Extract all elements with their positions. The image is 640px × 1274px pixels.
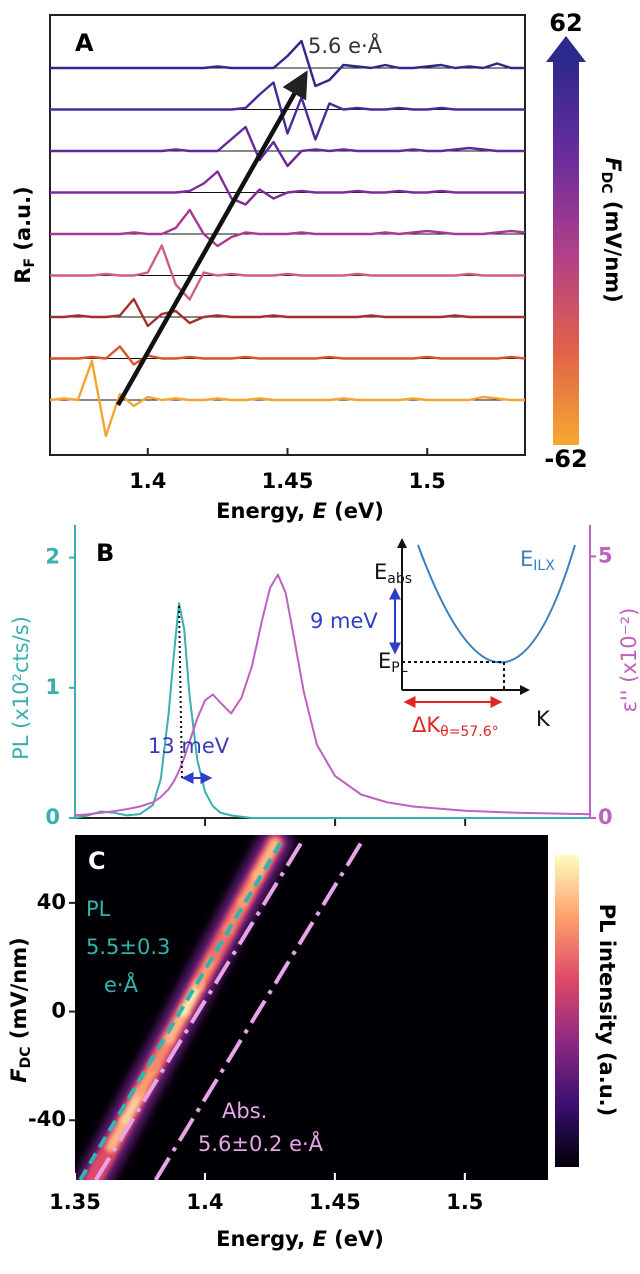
- label-part: (mV/nm): [601, 194, 625, 303]
- heatmap-cell: [88, 1142, 116, 1180]
- label-part: E: [312, 499, 327, 523]
- y-axis-label: FDC (mV/nm): [7, 937, 34, 1082]
- heatmap-background: [75, 835, 548, 1180]
- y-tick-label: 0: [51, 999, 66, 1023]
- dotted-guide: [178, 605, 183, 779]
- shift-arrow: [116, 70, 308, 407]
- spectrum-line: [50, 125, 525, 168]
- y-tick-label: 0: [45, 805, 60, 829]
- x-axis-label: Energy, E (eV): [216, 1227, 384, 1251]
- y-axis-label: PL (x10²cts/s): [9, 616, 33, 760]
- colorbar-min: -62: [544, 445, 587, 473]
- panel-letter: A: [75, 29, 94, 57]
- label-part: F: [22, 258, 38, 268]
- label-part: (a.u.): [11, 186, 35, 258]
- annotation: e·Å: [104, 971, 139, 997]
- x-tick-label: 1.45: [262, 469, 314, 493]
- colorbar-label: FDC (mV/nm): [598, 157, 625, 302]
- colorbar-max: 62: [549, 9, 582, 37]
- x-tick-label: 1.4: [186, 1190, 223, 1214]
- spectrum-line: [50, 39, 525, 88]
- spectrum-line: [50, 297, 525, 328]
- annotation: 5.6±0.2 e·Å: [198, 1130, 324, 1156]
- x-tick-label: 1.5: [446, 1190, 483, 1214]
- y-tick-label: 2: [45, 545, 60, 569]
- inset-label: K: [536, 707, 551, 731]
- inset-label: ΔKθ=57.6°: [412, 713, 499, 740]
- inset-label: EILX: [520, 547, 555, 574]
- inset-label: Eabs: [374, 560, 412, 587]
- spectrum-line: [74, 602, 590, 819]
- label-part: DC: [18, 1046, 34, 1068]
- spectrum-line: [50, 170, 525, 206]
- annotation: PL: [86, 897, 111, 921]
- label-part: E: [374, 560, 387, 584]
- label-part: DC: [598, 172, 614, 194]
- y2-axis-label: ε'' (x10⁻²): [617, 608, 640, 713]
- label-part: (eV): [327, 1227, 384, 1251]
- label-part: F: [7, 1068, 31, 1083]
- spectrum-line: [50, 345, 526, 366]
- spectrum-line: [74, 573, 591, 817]
- label-part: E: [378, 649, 391, 673]
- label-part: (eV): [327, 499, 384, 523]
- heatmap-cell: [105, 1115, 131, 1153]
- colorbar: [553, 60, 579, 445]
- heatmap-cell: [120, 1088, 145, 1126]
- spectrum-line: [50, 244, 525, 301]
- annotation: 5.6 e·Å: [308, 32, 383, 58]
- x-tick-label: 1.5: [409, 469, 446, 493]
- inset-label: 9 meV: [310, 609, 378, 633]
- y2-tick-label: 5: [598, 543, 613, 567]
- y-tick-label: 40: [37, 890, 66, 914]
- fit-line: [153, 842, 363, 1180]
- panel-letter: B: [96, 539, 114, 567]
- fit-line: [78, 842, 283, 1180]
- y2-tick-label: 0: [598, 805, 613, 829]
- heatmap-cell: [237, 870, 263, 908]
- label-part: Energy,: [216, 499, 312, 523]
- x-tick-label: 1.45: [309, 1190, 361, 1214]
- spectrum-line: [50, 208, 526, 248]
- inset-label: EPL: [378, 649, 408, 676]
- label-part: F: [601, 157, 625, 172]
- heatmap-cell: [179, 979, 204, 1017]
- label-part: (mV/nm): [7, 937, 31, 1046]
- heatmap-cell: [149, 1033, 175, 1071]
- label-part: abs: [387, 571, 412, 587]
- label-part: R: [11, 268, 35, 284]
- label-part: Energy,: [216, 1227, 312, 1251]
- colorbar: [555, 855, 579, 1167]
- annotation: Abs.: [222, 1099, 267, 1123]
- heatmap-cell: [164, 1006, 190, 1044]
- x-axis-label: Energy, E (eV): [216, 499, 384, 523]
- heatmap-cell: [134, 1060, 160, 1099]
- label-part: PL: [391, 660, 407, 676]
- x-tick-label: 1.35: [49, 1190, 101, 1214]
- y-axis-label: RF (a.u.): [11, 186, 38, 283]
- y-tick-label: 1: [45, 675, 60, 699]
- annotation: 5.5±0.3: [86, 935, 170, 959]
- x-tick-label: 1.4: [129, 469, 166, 493]
- annotation: 13 meV: [148, 734, 230, 758]
- heatmap: [76, 835, 363, 1180]
- y-tick-label: -40: [28, 1107, 66, 1131]
- spectrum-line: [50, 81, 525, 141]
- label-part: E: [520, 547, 533, 571]
- label-part: E: [312, 1227, 327, 1251]
- fit-line: [94, 842, 303, 1180]
- colorbar-arrowhead: [546, 36, 586, 62]
- label-part: θ=57.6°: [440, 724, 498, 740]
- label-part: ΔK: [412, 713, 441, 737]
- panel-letter: C: [88, 847, 106, 875]
- colorbar-label: PL intensity (a.u.): [595, 904, 619, 1116]
- label-part: ILX: [533, 558, 555, 574]
- spectrum-line: [49, 359, 525, 438]
- heatmap-cell: [252, 838, 281, 881]
